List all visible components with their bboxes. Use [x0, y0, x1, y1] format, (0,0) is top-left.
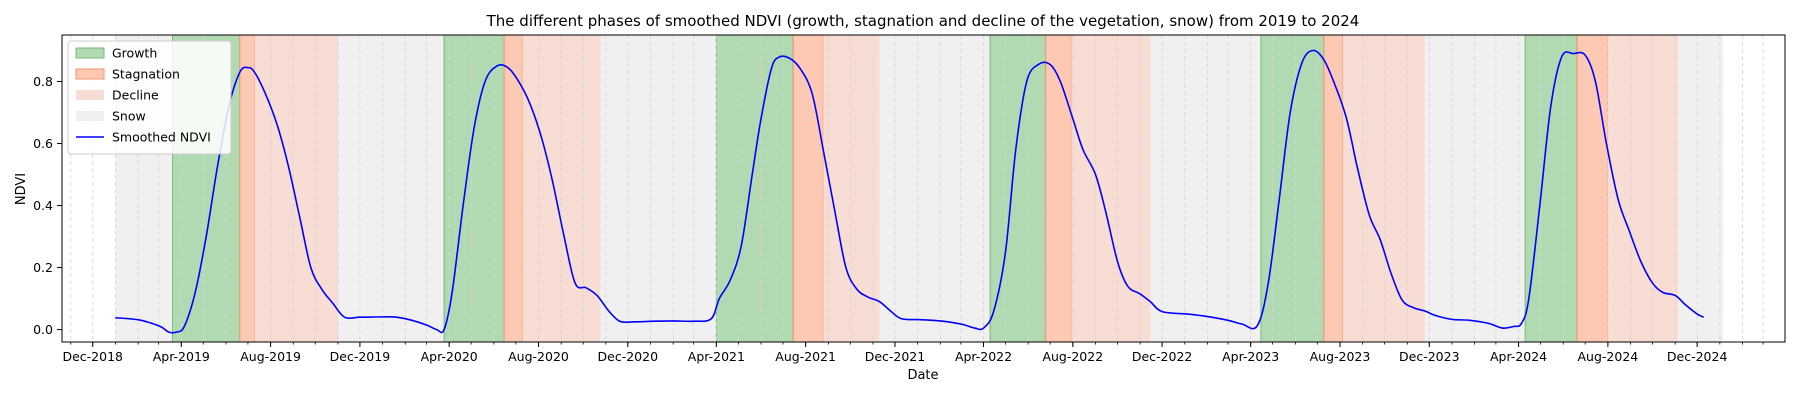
- x-tick-label: Apr-2022: [955, 349, 1012, 364]
- phase-band-stagnation: [1045, 35, 1072, 342]
- legend-swatch-snow: [76, 111, 104, 121]
- legend-label-growth: Growth: [112, 46, 157, 61]
- phase-band-growth: [716, 35, 794, 342]
- phase-band-growth: [1260, 35, 1324, 342]
- x-tick-label: Apr-2024: [1490, 349, 1547, 364]
- phase-band-stagnation: [1323, 35, 1343, 342]
- x-tick-label: Dec-2019: [330, 349, 391, 364]
- legend-label-decline: Decline: [112, 88, 159, 103]
- phase-band-snow: [1150, 35, 1261, 342]
- phase-band-stagnation: [239, 35, 255, 342]
- x-axis-ticks: Dec-2018 Apr-2019 Aug-2019 Dec-2019 Apr-2020…: [62, 342, 1764, 364]
- legend-label-stagnation: Stagnation: [112, 67, 180, 82]
- x-tick-label: Apr-2020: [421, 349, 478, 364]
- phase-band-decline: [823, 35, 880, 342]
- y-tick-label: 0.2: [33, 260, 53, 275]
- phase-bands: [115, 35, 1723, 342]
- phase-band-decline: [1607, 35, 1679, 342]
- phase-band-stagnation: [1577, 35, 1608, 342]
- ndvi-line: [115, 49, 1705, 334]
- y-axis-label: NDVI: [14, 173, 29, 205]
- legend: Growth Stagnation Decline Snow Smoothed NDVI: [67, 40, 232, 155]
- y-tick-label: 0.0: [33, 322, 53, 337]
- x-tick-label: Dec-2024: [1667, 349, 1728, 364]
- phase-band-growth: [1525, 35, 1578, 342]
- x-tick-label: Dec-2022: [1132, 349, 1193, 364]
- phase-band-stagnation: [793, 35, 824, 342]
- y-tick-label: 0.4: [33, 198, 53, 213]
- x-tick-label: Apr-2021: [688, 349, 745, 364]
- y-axis-ticks: 0.0 0.2 0.4 0.6 0.8: [33, 74, 62, 337]
- x-tick-label: Aug-2022: [1042, 349, 1103, 364]
- legend-box: [67, 40, 232, 155]
- phase-band-decline: [1071, 35, 1151, 342]
- legend-swatch-growth: [75, 47, 105, 59]
- phase-band-snow: [879, 35, 991, 342]
- phase-band-snow: [337, 35, 445, 342]
- x-tick-label: Aug-2020: [508, 349, 569, 364]
- phase-band-decline: [1342, 35, 1425, 342]
- legend-label-ndvi: Smoothed NDVI: [112, 130, 211, 145]
- phase-band-snow: [1678, 35, 1723, 342]
- x-tick-label: Aug-2023: [1310, 349, 1371, 364]
- x-tick-label: Aug-2024: [1578, 349, 1639, 364]
- x-tick-label: Dec-2020: [598, 349, 659, 364]
- plot-frame: [61, 34, 1786, 343]
- phase-band-snow: [600, 35, 717, 342]
- y-tick-label: 0.6: [33, 136, 53, 151]
- legend-swatch-stagnation: [75, 68, 105, 80]
- phase-band-stagnation: [504, 35, 523, 342]
- ndvi-line-layer: [115, 49, 1705, 334]
- legend-label-snow: Snow: [112, 109, 146, 124]
- x-tick-label: Apr-2019: [153, 349, 210, 364]
- phase-band-growth: [444, 35, 505, 342]
- x-tick-label: Apr-2023: [1222, 349, 1279, 364]
- chart-title: The different phases of smoothed NDVI (g…: [486, 12, 1360, 30]
- x-tick-label: Aug-2019: [240, 349, 301, 364]
- legend-swatch-decline: [76, 90, 104, 100]
- x-tick-label: Aug-2021: [775, 349, 836, 364]
- phase-band-decline: [254, 35, 338, 342]
- x-tick-label: Dec-2018: [62, 349, 123, 364]
- x-axis-label: Date: [907, 368, 938, 383]
- x-tick-label: Dec-2023: [1399, 349, 1460, 364]
- y-tick-label: 0.8: [33, 74, 53, 89]
- x-tick-label: Dec-2021: [865, 349, 926, 364]
